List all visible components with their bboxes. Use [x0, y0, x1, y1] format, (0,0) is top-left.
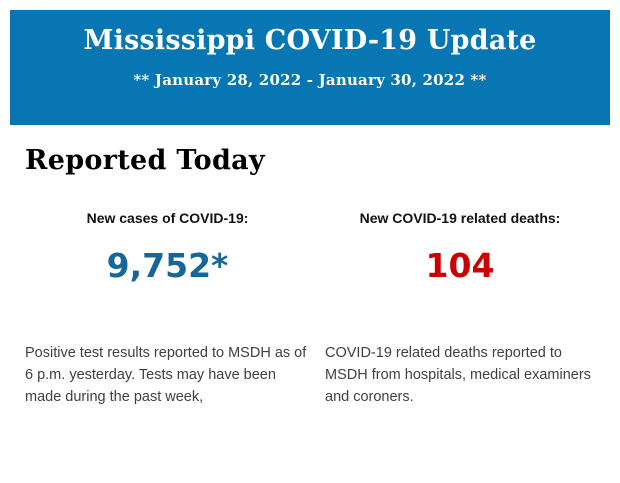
- new-deaths-label: New COVID-19 related deaths:: [359, 210, 561, 226]
- newsletter-title: Mississippi COVID-19 Update: [83, 25, 537, 56]
- main-content: Reported Today New cases of COVID-19: 9,…: [0, 145, 620, 408]
- stat-card-new-deaths: New COVID-19 related deaths: 104 COVID-1…: [325, 210, 595, 408]
- new-cases-label: New cases of COVID-19:: [86, 210, 249, 226]
- stat-card-new-cases: New cases of COVID-19: 9,752* Positive t…: [25, 210, 310, 408]
- date-range: ** January 28, 2022 - January 30, 2022 *…: [133, 70, 487, 89]
- new-cases-value: 9,752*: [106, 246, 229, 285]
- new-cases-description: Positive test results reported to MSDH a…: [25, 344, 307, 405]
- reported-today-heading: Reported Today: [25, 145, 265, 176]
- column-spacer: [310, 210, 325, 408]
- stats-row: New cases of COVID-19: 9,752* Positive t…: [25, 210, 595, 408]
- new-deaths-value: 104: [425, 246, 495, 285]
- header-banner: Mississippi COVID-19 Update ** January 2…: [10, 10, 610, 125]
- new-deaths-description: COVID-19 related deaths reported to MSDH…: [325, 344, 591, 405]
